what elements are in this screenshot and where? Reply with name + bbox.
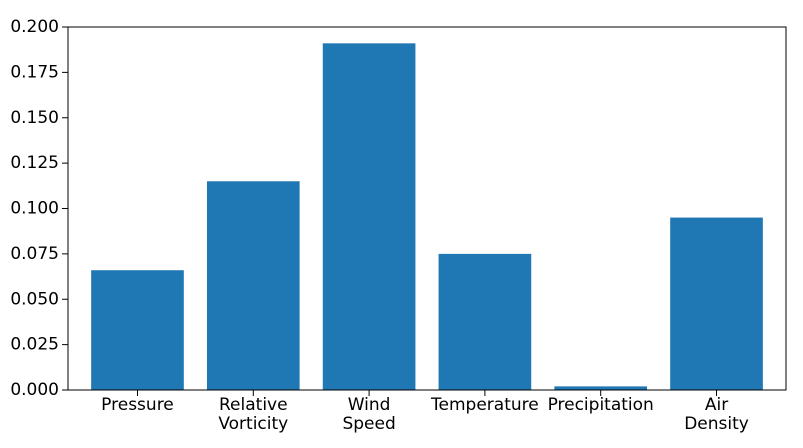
bar-0 (91, 270, 184, 390)
y-tick-label-2: 0.050 (10, 289, 59, 309)
bar-3 (438, 253, 532, 390)
y-tick-label-1: 0.025 (10, 335, 59, 355)
y-tick-label-4: 0.100 (10, 199, 59, 219)
y-tick-label-8: 0.200 (10, 17, 59, 37)
y-tick-label-0: 0.000 (10, 380, 59, 400)
x-tick-label-2: Wind Speed (342, 395, 395, 434)
y-axis: 0.000 0.025 0.050 0.075 0.100 0.125 0.150 0.175… (10, 17, 68, 400)
bar-5 (670, 217, 763, 390)
y-tick-label-3: 0.075 (10, 244, 59, 264)
x-tick-label-0: Pressure (101, 395, 174, 415)
y-tick-label-6: 0.150 (10, 108, 59, 128)
bars-group (91, 43, 763, 391)
x-tick-label-4: Precipitation (548, 395, 654, 415)
bar-1 (206, 181, 300, 390)
x-tick-label-3: Temperature (430, 395, 539, 415)
x-axis: Pressure Relative Vorticity Wind Speed Temper… (101, 390, 749, 434)
bar-4 (554, 386, 648, 390)
x-tick-label-5: Air Density (684, 395, 749, 434)
bar-2 (322, 43, 416, 391)
y-tick-label-7: 0.175 (10, 62, 59, 82)
x-tick-label-1: Relative Vorticity (218, 395, 288, 434)
y-tick-label-5: 0.125 (10, 153, 59, 173)
